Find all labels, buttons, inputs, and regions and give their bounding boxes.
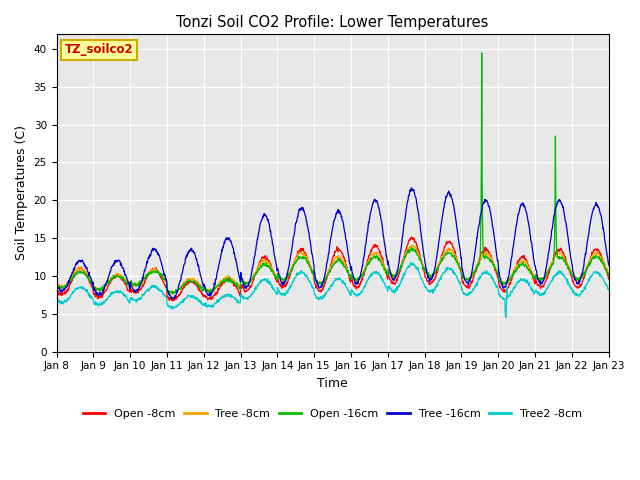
- Tree2 -8cm: [175, 301, 183, 307]
- Legend: Open -8cm, Tree -8cm, Open -16cm, Tree -16cm, Tree2 -8cm: Open -8cm, Tree -8cm, Open -16cm, Tree -…: [79, 405, 587, 423]
- Tree -16cm: [237, 274, 245, 279]
- Open -8cm: [540, 282, 548, 288]
- Tree -8cm: [492, 264, 499, 270]
- Tree -8cm: [162, 278, 170, 284]
- Tree -16cm: [419, 245, 427, 251]
- Open -8cm: [168, 298, 176, 304]
- Open -16cm: [162, 278, 170, 284]
- Open -8cm: [419, 266, 427, 272]
- Tree2 -8cm: [162, 293, 170, 299]
- Line: Open -16cm: Open -16cm: [56, 53, 609, 294]
- Tree -16cm: [408, 185, 415, 191]
- Open -16cm: [492, 265, 499, 271]
- Y-axis label: Soil Temperatures (C): Soil Temperatures (C): [15, 125, 28, 260]
- Open -8cm: [176, 292, 184, 298]
- Tree2 -8cm: [237, 293, 245, 299]
- Tree -8cm: [605, 272, 612, 277]
- Open -16cm: [605, 272, 612, 277]
- Tree2 -8cm: [540, 291, 548, 297]
- X-axis label: Time: Time: [317, 377, 348, 390]
- Open -16cm: [52, 280, 60, 286]
- Open -16cm: [419, 263, 426, 268]
- Tree2 -8cm: [605, 287, 612, 292]
- Tree -16cm: [170, 296, 177, 301]
- Tree -16cm: [540, 276, 548, 282]
- Open -8cm: [237, 285, 245, 291]
- Open -16cm: [540, 276, 548, 281]
- Tree2 -8cm: [502, 314, 509, 320]
- Tree2 -8cm: [419, 278, 426, 284]
- Open -16cm: [478, 50, 486, 56]
- Open -8cm: [492, 266, 499, 272]
- Tree -8cm: [52, 282, 60, 288]
- Line: Tree2 -8cm: Tree2 -8cm: [56, 263, 609, 317]
- Open -16cm: [168, 291, 176, 297]
- Line: Tree -16cm: Tree -16cm: [56, 188, 609, 299]
- Line: Open -8cm: Open -8cm: [56, 237, 609, 301]
- Tree -8cm: [419, 264, 427, 269]
- Tree -8cm: [237, 277, 245, 283]
- Tree -16cm: [162, 276, 170, 281]
- Tree -8cm: [176, 287, 184, 292]
- Tree -8cm: [168, 291, 176, 297]
- Tree -8cm: [409, 242, 417, 248]
- Open -8cm: [605, 276, 612, 282]
- Open -8cm: [52, 288, 60, 293]
- Open -8cm: [408, 234, 415, 240]
- Tree2 -8cm: [52, 297, 60, 302]
- Title: Tonzi Soil CO2 Profile: Lower Temperatures: Tonzi Soil CO2 Profile: Lower Temperatur…: [177, 15, 489, 30]
- Tree -16cm: [605, 262, 612, 268]
- Open -16cm: [176, 286, 184, 292]
- Tree -8cm: [540, 276, 548, 281]
- Tree -16cm: [492, 239, 499, 245]
- Tree2 -8cm: [491, 281, 499, 287]
- Open -16cm: [237, 277, 245, 283]
- Text: TZ_soilco2: TZ_soilco2: [65, 44, 133, 57]
- Open -8cm: [162, 284, 170, 289]
- Tree2 -8cm: [406, 260, 414, 266]
- Line: Tree -8cm: Tree -8cm: [56, 245, 609, 294]
- Tree -16cm: [176, 278, 184, 284]
- Tree -16cm: [52, 283, 60, 289]
